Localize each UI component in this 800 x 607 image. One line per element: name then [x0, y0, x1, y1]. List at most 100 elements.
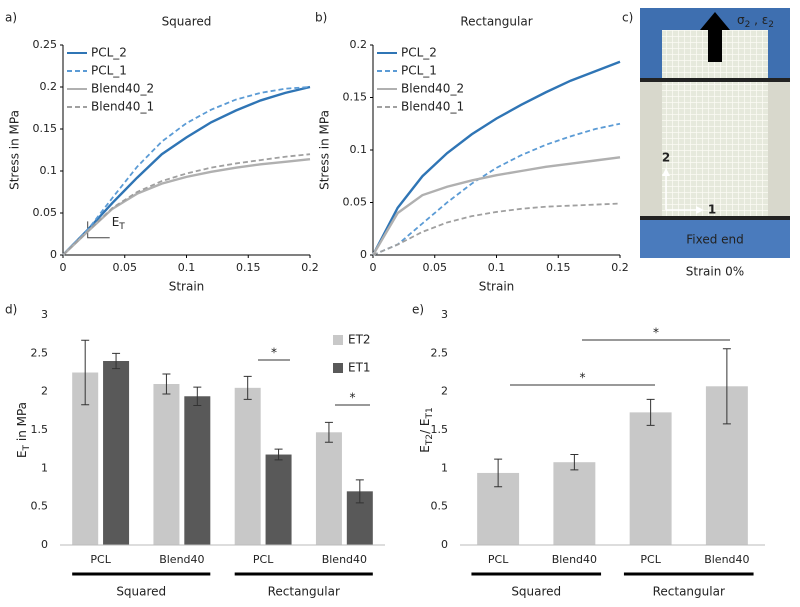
photo-caption: Strain 0% — [686, 265, 744, 279]
bar — [629, 412, 672, 545]
line — [372, 122, 621, 256]
y-tick-label: 1.5 — [431, 423, 449, 436]
text-part: in MPa — [15, 402, 29, 445]
y-tick-label: 2.5 — [31, 346, 49, 359]
text-part: , ε — [750, 13, 768, 27]
subscript: T — [22, 444, 32, 451]
subscript: T — [118, 221, 125, 231]
y-tick-label: 0.2 — [350, 38, 368, 51]
x-tick-label: Blend40 — [552, 553, 597, 566]
y-tick-label: 0 — [360, 248, 367, 261]
x-tick-label: PCL — [640, 553, 661, 566]
error-bar — [193, 386, 202, 406]
text-part: E — [15, 450, 29, 458]
x-tick-label: 0.2 — [611, 261, 629, 274]
significance-mark: * — [271, 346, 277, 360]
line — [372, 202, 621, 256]
panel-label: d) — [5, 303, 17, 317]
group-label: Rectangular — [653, 585, 725, 599]
bar — [234, 387, 261, 545]
panel-label: a) — [5, 11, 17, 25]
error-bar — [324, 421, 333, 443]
load-arrow — [700, 12, 730, 62]
error-bar — [570, 454, 579, 471]
y-tick-label: 0.05 — [343, 196, 368, 209]
legend-label: PCL_1 — [91, 64, 127, 78]
legend-label: PCL_2 — [401, 46, 437, 60]
significance-mark: * — [580, 371, 586, 385]
line — [62, 153, 311, 256]
x-tick-label: PCL — [488, 553, 509, 566]
line — [62, 158, 311, 256]
text-part: E — [112, 214, 120, 228]
subscript: 2 — [745, 20, 751, 30]
x-axis-label: Strain — [479, 280, 515, 294]
error-bar — [646, 398, 655, 426]
y-tick-label: 2 — [441, 385, 448, 398]
bar — [184, 396, 211, 545]
y-tick-label: 0.25 — [33, 38, 58, 51]
bar — [265, 454, 292, 545]
x-tick-label: 0.15 — [546, 261, 571, 274]
y-axis-label: Stress in MPa — [8, 110, 22, 190]
axis-2-label: 2 — [662, 151, 670, 165]
x-tick-label: Blend40 — [704, 553, 749, 566]
y-tick-label: 2.5 — [431, 346, 449, 359]
line — [371, 156, 621, 256]
error-bar — [722, 348, 731, 425]
subscript: 2 — [768, 20, 774, 30]
line — [371, 60, 621, 256]
y-tick-label: 3 — [41, 308, 48, 321]
axis-1-label: 1 — [708, 203, 716, 217]
grip-edge — [640, 78, 790, 82]
group-label: Squared — [511, 585, 561, 599]
error-bar — [243, 375, 252, 400]
legend-label: ET1 — [348, 361, 371, 375]
legend-label: Blend40_2 — [91, 82, 154, 96]
panel-label: e) — [412, 303, 424, 317]
chart-title: Rectangular — [460, 15, 532, 29]
x-tick-label: PCL — [90, 553, 111, 566]
x-tick-label: 0 — [60, 261, 67, 274]
legend-label: PCL_1 — [401, 64, 437, 78]
error-bar — [494, 458, 503, 488]
y-tick-label: 1.5 — [31, 423, 49, 436]
y-tick-label: 0.15 — [343, 91, 368, 104]
y-tick-label: 0 — [41, 538, 48, 551]
legend-swatch — [333, 363, 343, 373]
text-part: / E — [418, 418, 432, 433]
bar — [315, 432, 342, 545]
y-tick-label: 0 — [441, 538, 448, 551]
error-bar — [112, 352, 121, 370]
x-tick-label: 0.05 — [423, 261, 448, 274]
x-tick-label: 0 — [370, 261, 377, 274]
y-tick-label: 1 — [441, 461, 448, 474]
line — [62, 85, 311, 256]
significance-mark: * — [653, 326, 659, 340]
bar — [103, 361, 130, 545]
y-axis-label: ET in MPa — [15, 402, 32, 458]
x-tick-label: 0.15 — [236, 261, 261, 274]
text-part: E — [418, 445, 432, 453]
bar — [153, 384, 180, 545]
fixed-end-label: Fixed end — [686, 233, 744, 247]
x-tick-label: Blend40 — [159, 553, 204, 566]
y-tick-label: 0.1 — [350, 143, 368, 156]
group-label: Squared — [116, 585, 166, 599]
significance-mark: * — [350, 391, 356, 405]
axes-arrows — [665, 172, 700, 211]
y-tick-label: 0.05 — [33, 206, 58, 219]
y-tick-label: 0.5 — [431, 500, 449, 513]
x-tick-label: 0.1 — [488, 261, 506, 274]
bar — [553, 462, 596, 545]
y-tick-label: 0.5 — [31, 500, 49, 513]
y-tick-label: 0.2 — [40, 80, 58, 93]
arrow-heads — [662, 168, 704, 214]
legend-label: Blend40_2 — [401, 82, 464, 96]
panel-label: b) — [315, 11, 327, 25]
x-tick-label: 0.2 — [301, 261, 319, 274]
legend-label: Blend40_1 — [401, 100, 464, 114]
error-bar — [274, 448, 283, 461]
panel-label: c) — [622, 11, 633, 25]
